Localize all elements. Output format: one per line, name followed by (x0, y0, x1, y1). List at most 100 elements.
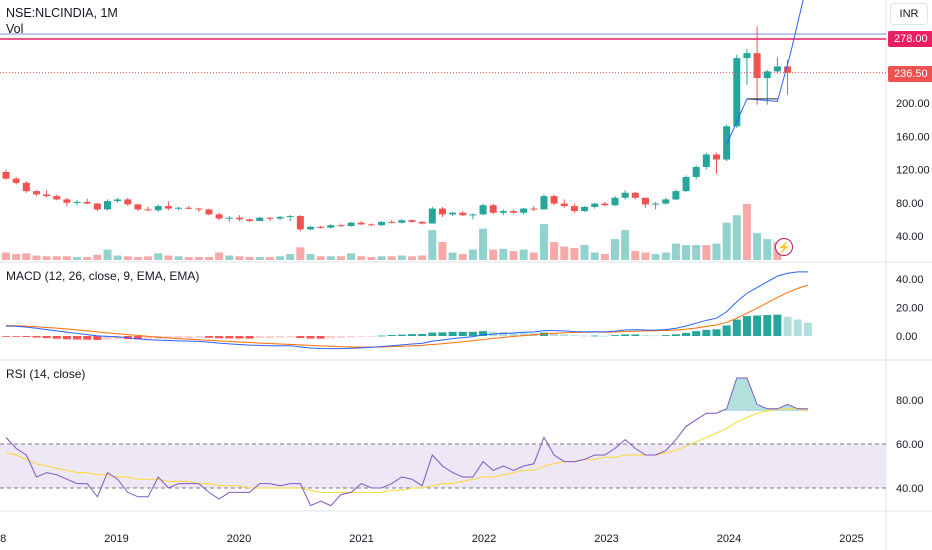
macd-histogram-bar (773, 314, 782, 336)
volume-bar (509, 251, 518, 260)
candle-body (662, 199, 670, 204)
currency-button[interactable]: INR (890, 3, 928, 25)
candle-body (398, 220, 406, 223)
volume-bar (306, 254, 315, 260)
volume-bar (479, 228, 488, 260)
volume-bar (184, 257, 193, 260)
time-axis-tick: 2019 (104, 533, 128, 545)
volume-bar (144, 256, 153, 260)
candle-body (225, 217, 233, 219)
volume-bar (73, 257, 82, 260)
candle-body (144, 209, 152, 211)
candle-body (510, 211, 517, 213)
macd-histogram-bar (803, 322, 812, 336)
candle-body (743, 53, 751, 59)
macd-histogram-bar (753, 315, 762, 336)
macd-histogram-bar (174, 336, 183, 339)
macd-axis-tick: 40.00 (896, 274, 924, 286)
macd-histogram-bar (194, 336, 203, 338)
volume-bar (529, 252, 538, 260)
candle-body (713, 154, 720, 160)
candle-body (185, 207, 193, 209)
volume-bar (722, 222, 731, 260)
price-axis-tick: 80.00 (896, 198, 924, 210)
macd-histogram-bar (184, 336, 193, 338)
volume-bar (641, 252, 650, 260)
time-axis-tick: 2020 (227, 533, 251, 545)
volume-bar (621, 230, 630, 260)
candle-body (154, 206, 162, 211)
candle-body (104, 201, 111, 210)
volume-bar (154, 253, 163, 260)
candle-body (317, 226, 325, 228)
macd-histogram-bar (245, 336, 254, 339)
macd-histogram-bar (113, 336, 122, 340)
candle-body (652, 203, 660, 205)
volume-bar (194, 257, 203, 260)
macd-histogram-bar (742, 316, 751, 336)
candle-body (388, 221, 396, 223)
volume-bar (164, 255, 173, 260)
macd-histogram-bar (276, 336, 285, 338)
volume-bar (83, 257, 92, 260)
macd-histogram-bar (225, 336, 234, 339)
macd-histogram-bar (215, 336, 224, 339)
candle-body (357, 222, 365, 225)
candle-body (378, 221, 386, 226)
candle-body (428, 208, 436, 224)
macd-histogram-bar (468, 331, 477, 336)
volume-bar (732, 215, 741, 260)
volume-bar (631, 251, 640, 260)
volume-bar (225, 255, 234, 260)
volume-bar (113, 255, 122, 260)
candle-body (550, 196, 558, 204)
candle-body (2, 171, 10, 179)
volume-bar (2, 252, 10, 260)
macd-axis-tick: 0.00 (896, 331, 917, 343)
macd-histogram-bar (570, 335, 579, 336)
candle-body (591, 203, 599, 207)
volume-bar (387, 256, 396, 260)
candle-body (12, 178, 20, 183)
candle-body (195, 208, 203, 210)
macd-histogram-bar (52, 336, 61, 339)
candle-body (438, 208, 446, 215)
volume-bar (32, 255, 41, 260)
volume-bar (245, 257, 254, 260)
macd-histogram-bar (144, 336, 153, 340)
lightning-icon[interactable]: ⚡ (775, 238, 793, 256)
macd-histogram-bar (32, 336, 41, 338)
macd-histogram-bar (641, 335, 650, 336)
macd-histogram-bar (316, 336, 325, 339)
macd-histogram-bar (783, 316, 792, 336)
candle-body (641, 197, 649, 205)
macd-histogram-bar (621, 334, 630, 336)
volume-bar (661, 252, 670, 260)
candle-body (164, 206, 172, 209)
macd-histogram-bar (255, 336, 264, 339)
macd-histogram-bar (479, 331, 488, 336)
macd-histogram-bar (590, 335, 599, 337)
rsi-line (5, 377, 808, 507)
macd-histogram-bar (73, 336, 82, 340)
candle-body (114, 199, 122, 202)
volume-bar (397, 255, 406, 260)
macd-histogram-bar (671, 334, 680, 336)
macd-histogram-bar (12, 336, 21, 337)
macd-histogram-bar (296, 336, 305, 338)
macd-histogram-bar (438, 332, 447, 336)
macd-histogram-bar (631, 334, 640, 336)
candle-body (560, 203, 568, 207)
volume-bar (316, 256, 325, 260)
candle-body (296, 216, 304, 230)
candle-body (611, 197, 619, 206)
volume-bar (377, 256, 386, 260)
volume-bar (570, 248, 579, 260)
price-axis-tick: 200.00 (896, 98, 930, 110)
candle-body (682, 176, 690, 192)
symbol-title: NSE:NLCINDIA, 1M (6, 6, 118, 20)
volume-bar (600, 254, 609, 260)
macd-histogram-bar (702, 329, 711, 336)
volume-bar (205, 257, 213, 260)
